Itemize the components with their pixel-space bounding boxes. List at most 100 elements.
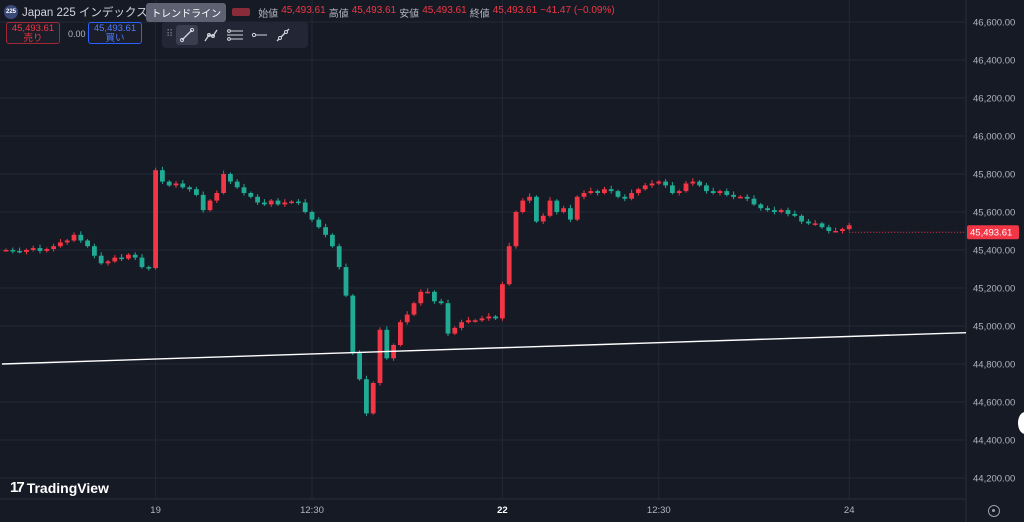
- trendline-icon[interactable]: [176, 25, 198, 45]
- candle: [649, 180, 655, 188]
- candle: [126, 253, 131, 261]
- candle: [459, 319, 464, 331]
- candle: [296, 199, 301, 205]
- candle-body: [98, 255, 104, 264]
- last-price-badge: [967, 225, 1019, 240]
- settings-icon[interactable]: [988, 505, 1000, 517]
- candle: [819, 221, 825, 229]
- candle: [561, 205, 566, 214]
- candle-body: [670, 185, 675, 193]
- candle-body: [506, 246, 512, 285]
- y-tick-label: 45,600.00: [973, 208, 1015, 219]
- extended-line-icon[interactable]: [272, 25, 294, 45]
- candle: [697, 180, 702, 187]
- candle-body: [534, 196, 539, 222]
- candle: [731, 191, 736, 200]
- candle-body: [799, 215, 804, 222]
- candle-body: [731, 194, 736, 197]
- candle-body: [785, 210, 791, 214]
- candle: [411, 301, 417, 317]
- candle-body: [778, 210, 784, 212]
- candle: [377, 327, 383, 386]
- candle-body: [139, 257, 145, 268]
- candle-body: [398, 322, 403, 345]
- candle-body: [404, 314, 410, 323]
- candle: [248, 191, 254, 199]
- drawing-toolbar: ⠿: [162, 22, 308, 48]
- candle-body: [561, 208, 566, 212]
- candle-body: [384, 329, 390, 359]
- candle-body: [214, 193, 220, 201]
- candle: [234, 179, 240, 189]
- candle: [513, 210, 519, 249]
- candle: [3, 248, 9, 252]
- trendline[interactable]: [1, 331, 967, 365]
- candle: [568, 204, 573, 223]
- price-axis[interactable]: 46,600.00 46,400.00 46,200.00 46,000.00 45,8…: [973, 18, 1015, 485]
- candle: [670, 181, 675, 195]
- scroll-handle[interactable]: [1018, 412, 1024, 434]
- candle: [425, 288, 430, 294]
- candle: [622, 194, 628, 202]
- candle: [105, 259, 111, 266]
- open-label: 始値: [258, 8, 279, 20]
- ray-icon[interactable]: [200, 25, 222, 45]
- close-value: 45,493.61: [492, 4, 538, 16]
- y-tick-label: 44,800.00: [973, 360, 1015, 371]
- candle-body: [642, 185, 648, 190]
- candle-body: [241, 187, 247, 193]
- candle-body: [704, 185, 709, 192]
- candle: [139, 254, 145, 269]
- candle-body: [568, 208, 573, 220]
- buy-button[interactable]: 45,493.61 買い: [88, 22, 142, 44]
- candle-body: [132, 254, 138, 258]
- candle-body: [316, 219, 322, 228]
- candle-body: [840, 229, 845, 231]
- candle-body: [676, 191, 682, 193]
- candle-body: [370, 383, 376, 414]
- symbol-name[interactable]: Japan 225 インデックス · 5: [22, 7, 165, 19]
- candle: [547, 197, 553, 218]
- candle: [302, 199, 308, 214]
- candle-body: [493, 316, 498, 319]
- horizontal-ray-icon[interactable]: [248, 25, 270, 45]
- buy-price: 45,493.61: [93, 23, 137, 34]
- candle: [683, 181, 689, 193]
- candle-body: [377, 329, 383, 383]
- candle-body: [3, 250, 9, 252]
- candle-body: [105, 261, 111, 264]
- candle: [486, 313, 492, 321]
- candle: [534, 195, 539, 224]
- candle: [438, 298, 444, 305]
- candle: [826, 224, 832, 234]
- candle-body: [275, 200, 281, 205]
- candle: [418, 289, 424, 306]
- candle: [262, 199, 267, 206]
- sell-button[interactable]: 45,493.61 売り: [6, 22, 60, 44]
- grip-icon[interactable]: ⠿: [166, 29, 174, 40]
- candle-body: [846, 225, 852, 230]
- candle: [268, 199, 274, 207]
- candle-body: [51, 246, 56, 250]
- candle-body: [364, 379, 369, 414]
- candle: [690, 178, 696, 186]
- candle-body: [187, 187, 192, 190]
- candle-body: [296, 201, 301, 204]
- time-axis[interactable]: 19 12:30 22 12:30 24: [150, 505, 854, 516]
- candle-body: [758, 204, 764, 209]
- candle: [554, 199, 560, 215]
- tradingview-logo[interactable]: 17 TradingView: [10, 479, 109, 496]
- candle-body: [221, 174, 226, 193]
- candle: [180, 180, 186, 189]
- candle: [282, 199, 288, 207]
- candle: [738, 195, 743, 199]
- ohlc-values: 始値 45,493.61 高値 45,493.61 安値 45,493.61 終…: [258, 5, 615, 20]
- x-tick-label: 19: [150, 505, 161, 516]
- candle: [432, 290, 437, 304]
- candle-body: [343, 267, 349, 296]
- candle-body: [330, 234, 335, 247]
- parallel-lines-icon[interactable]: [224, 25, 246, 45]
- candle-body: [411, 303, 417, 315]
- candle: [370, 381, 376, 415]
